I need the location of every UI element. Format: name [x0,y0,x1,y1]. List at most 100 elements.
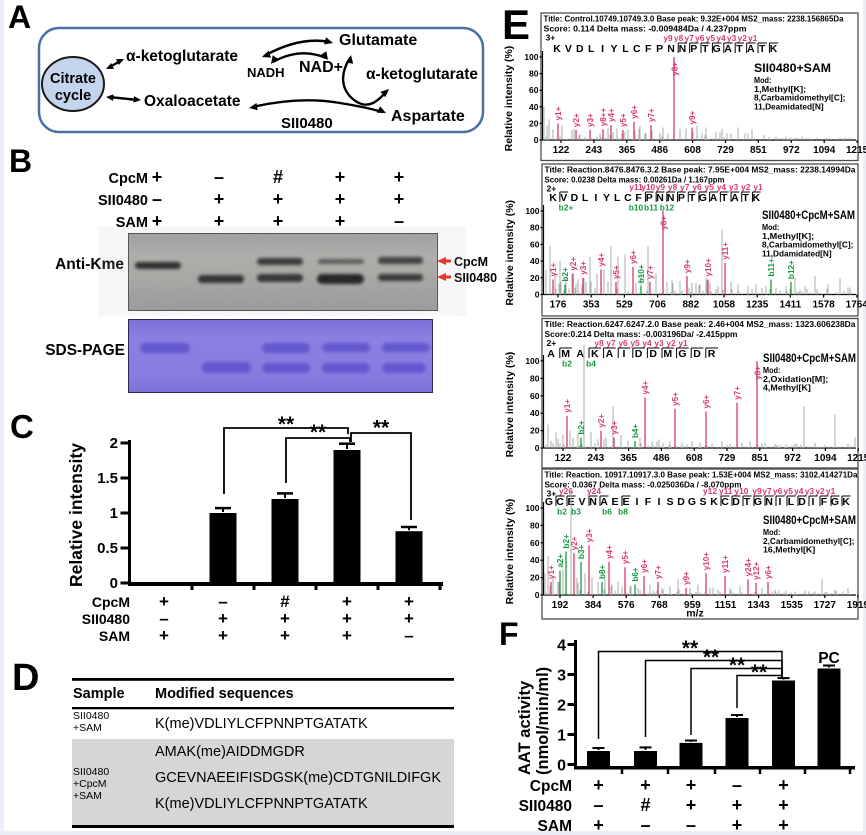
svg-text:122: 122 [553,145,570,156]
svg-text:L: L [582,192,589,204]
svg-text:851: 851 [751,453,768,464]
svg-text:M: M [663,348,672,360]
svg-text:G: G [713,43,721,55]
svg-text:0: 0 [534,135,539,145]
svg-text:SII0480: SII0480 [73,710,109,722]
svg-text:I: I [812,496,815,508]
svg-text:b2+: b2+ [561,267,570,281]
svg-text:729: 729 [717,145,734,156]
svg-text:SII0480+SAM: SII0480+SAM [754,61,831,75]
svg-text:365: 365 [620,453,637,464]
svg-text:Aspartate: Aspartate [391,108,465,125]
svg-text:SII0480: SII0480 [73,766,109,778]
svg-text:1094: 1094 [814,453,837,464]
svg-text:y5+: y5+ [612,265,621,279]
svg-text:A: A [606,348,614,360]
svg-text:CpcM: CpcM [454,255,488,269]
svg-text:959: 959 [684,600,701,611]
svg-text:P: P [678,192,685,204]
svg-text:SAM: SAM [538,818,572,835]
svg-text:192: 192 [552,600,569,611]
svg-text:K: K [842,496,850,508]
svg-text:y12+: y12+ [752,561,761,580]
svg-text:+: + [214,211,225,231]
svg-text:D: D [571,192,579,204]
svg-text:y3+: y3+ [585,528,594,542]
svg-text:176: 176 [550,300,567,311]
svg-text:80: 80 [529,69,539,79]
svg-text:T: T [689,192,696,204]
svg-text:+CpcM: +CpcM [73,778,107,790]
svg-text:100: 100 [525,503,539,513]
svg-text:CpcM: CpcM [530,778,572,795]
svg-text:Oxaloacetate: Oxaloacetate [144,93,241,110]
svg-text:**: ** [729,654,746,677]
svg-text:2,Oxidation[M];: 2,Oxidation[M]; [763,374,828,384]
svg-text:+: + [732,815,743,835]
svg-text:y6+: y6+ [764,565,773,579]
svg-text:y1+: y1+ [549,262,558,276]
svg-text:b12+: b12+ [787,260,796,279]
svg-text:+: + [686,795,697,815]
svg-text:y9: y9 [663,33,673,43]
svg-text:T: T [736,43,743,55]
svg-text:S: S [699,496,706,508]
svg-text:365: 365 [618,145,635,156]
svg-text:y3+: y3+ [579,261,588,275]
svg-text:I: I [601,43,604,55]
svg-text:b8: b8 [618,507,628,517]
svg-text:y7+: y7+ [646,265,655,279]
svg-text:N: N [667,192,675,204]
svg-text:1: 1 [110,505,118,522]
svg-text:8,Carbamidomethyl[C];: 8,Carbamidomethyl[C]; [762,240,853,250]
svg-text:y2+: y2+ [572,113,581,127]
svg-text:y7+: y7+ [647,108,656,122]
svg-text:2: 2 [557,698,566,715]
svg-text:Mod:: Mod: [763,527,780,537]
svg-text:I: I [779,496,782,508]
svg-text:+: + [152,167,163,187]
svg-text:V: V [578,496,585,508]
svg-text:(nmol/min/ml): (nmol/min/ml) [534,667,552,775]
svg-text:G: G [545,496,553,508]
svg-text:–: – [732,775,742,795]
svg-text:I: I [594,192,597,204]
svg-text:60: 60 [530,391,540,401]
svg-text:y10: y10 [734,486,748,496]
svg-text:0: 0 [557,758,566,775]
svg-text:D: D [12,657,39,699]
svg-text:Title: Reaction. 10917.10917.3: Title: Reaction. 10917.10917.3.0 Base pe… [545,470,858,480]
svg-text:0: 0 [535,590,540,600]
svg-text:N: N [667,43,675,55]
svg-text:y8: y8 [674,33,684,43]
svg-text:Relative intensity (%): Relative intensity (%) [503,46,515,152]
svg-text:y1+: y1+ [547,565,556,579]
svg-text:A: A [600,496,608,508]
svg-text:C: C [624,192,632,204]
svg-text:y24: y24 [587,486,601,496]
svg-text:b3: b3 [571,507,581,517]
svg-text:1727: 1727 [814,600,837,611]
svg-text:SII0480: SII0480 [519,798,572,815]
svg-text:+: + [342,626,352,645]
svg-text:y2+: y2+ [569,257,578,271]
svg-text:SII0480+CpcM+SAM: SII0480+CpcM+SAM [762,208,855,222]
svg-text:243: 243 [587,453,604,464]
svg-text:D: D [732,496,740,508]
svg-text:y3+: y3+ [610,421,619,435]
svg-text:y12: y12 [703,486,717,496]
svg-text:Score:0.214 Delta mass: -0: Score:0.214 Delta mass: -0.003196Da/ -2.… [545,329,738,339]
svg-text:y1: y1 [753,182,763,192]
svg-text:b8+: b8+ [598,565,607,579]
svg-text:b6: b6 [602,507,612,517]
svg-text:60: 60 [530,239,540,249]
svg-text:40: 40 [529,102,539,112]
svg-text:b6+: b6+ [631,567,640,581]
svg-text:0.5: 0.5 [97,540,118,557]
svg-text:A: A [576,348,584,360]
svg-text:y4+: y4+ [605,545,614,559]
svg-text:+: + [394,167,405,187]
svg-text:T: T [744,496,751,508]
svg-text:y26: y26 [559,486,573,496]
svg-text:P: P [656,43,663,55]
